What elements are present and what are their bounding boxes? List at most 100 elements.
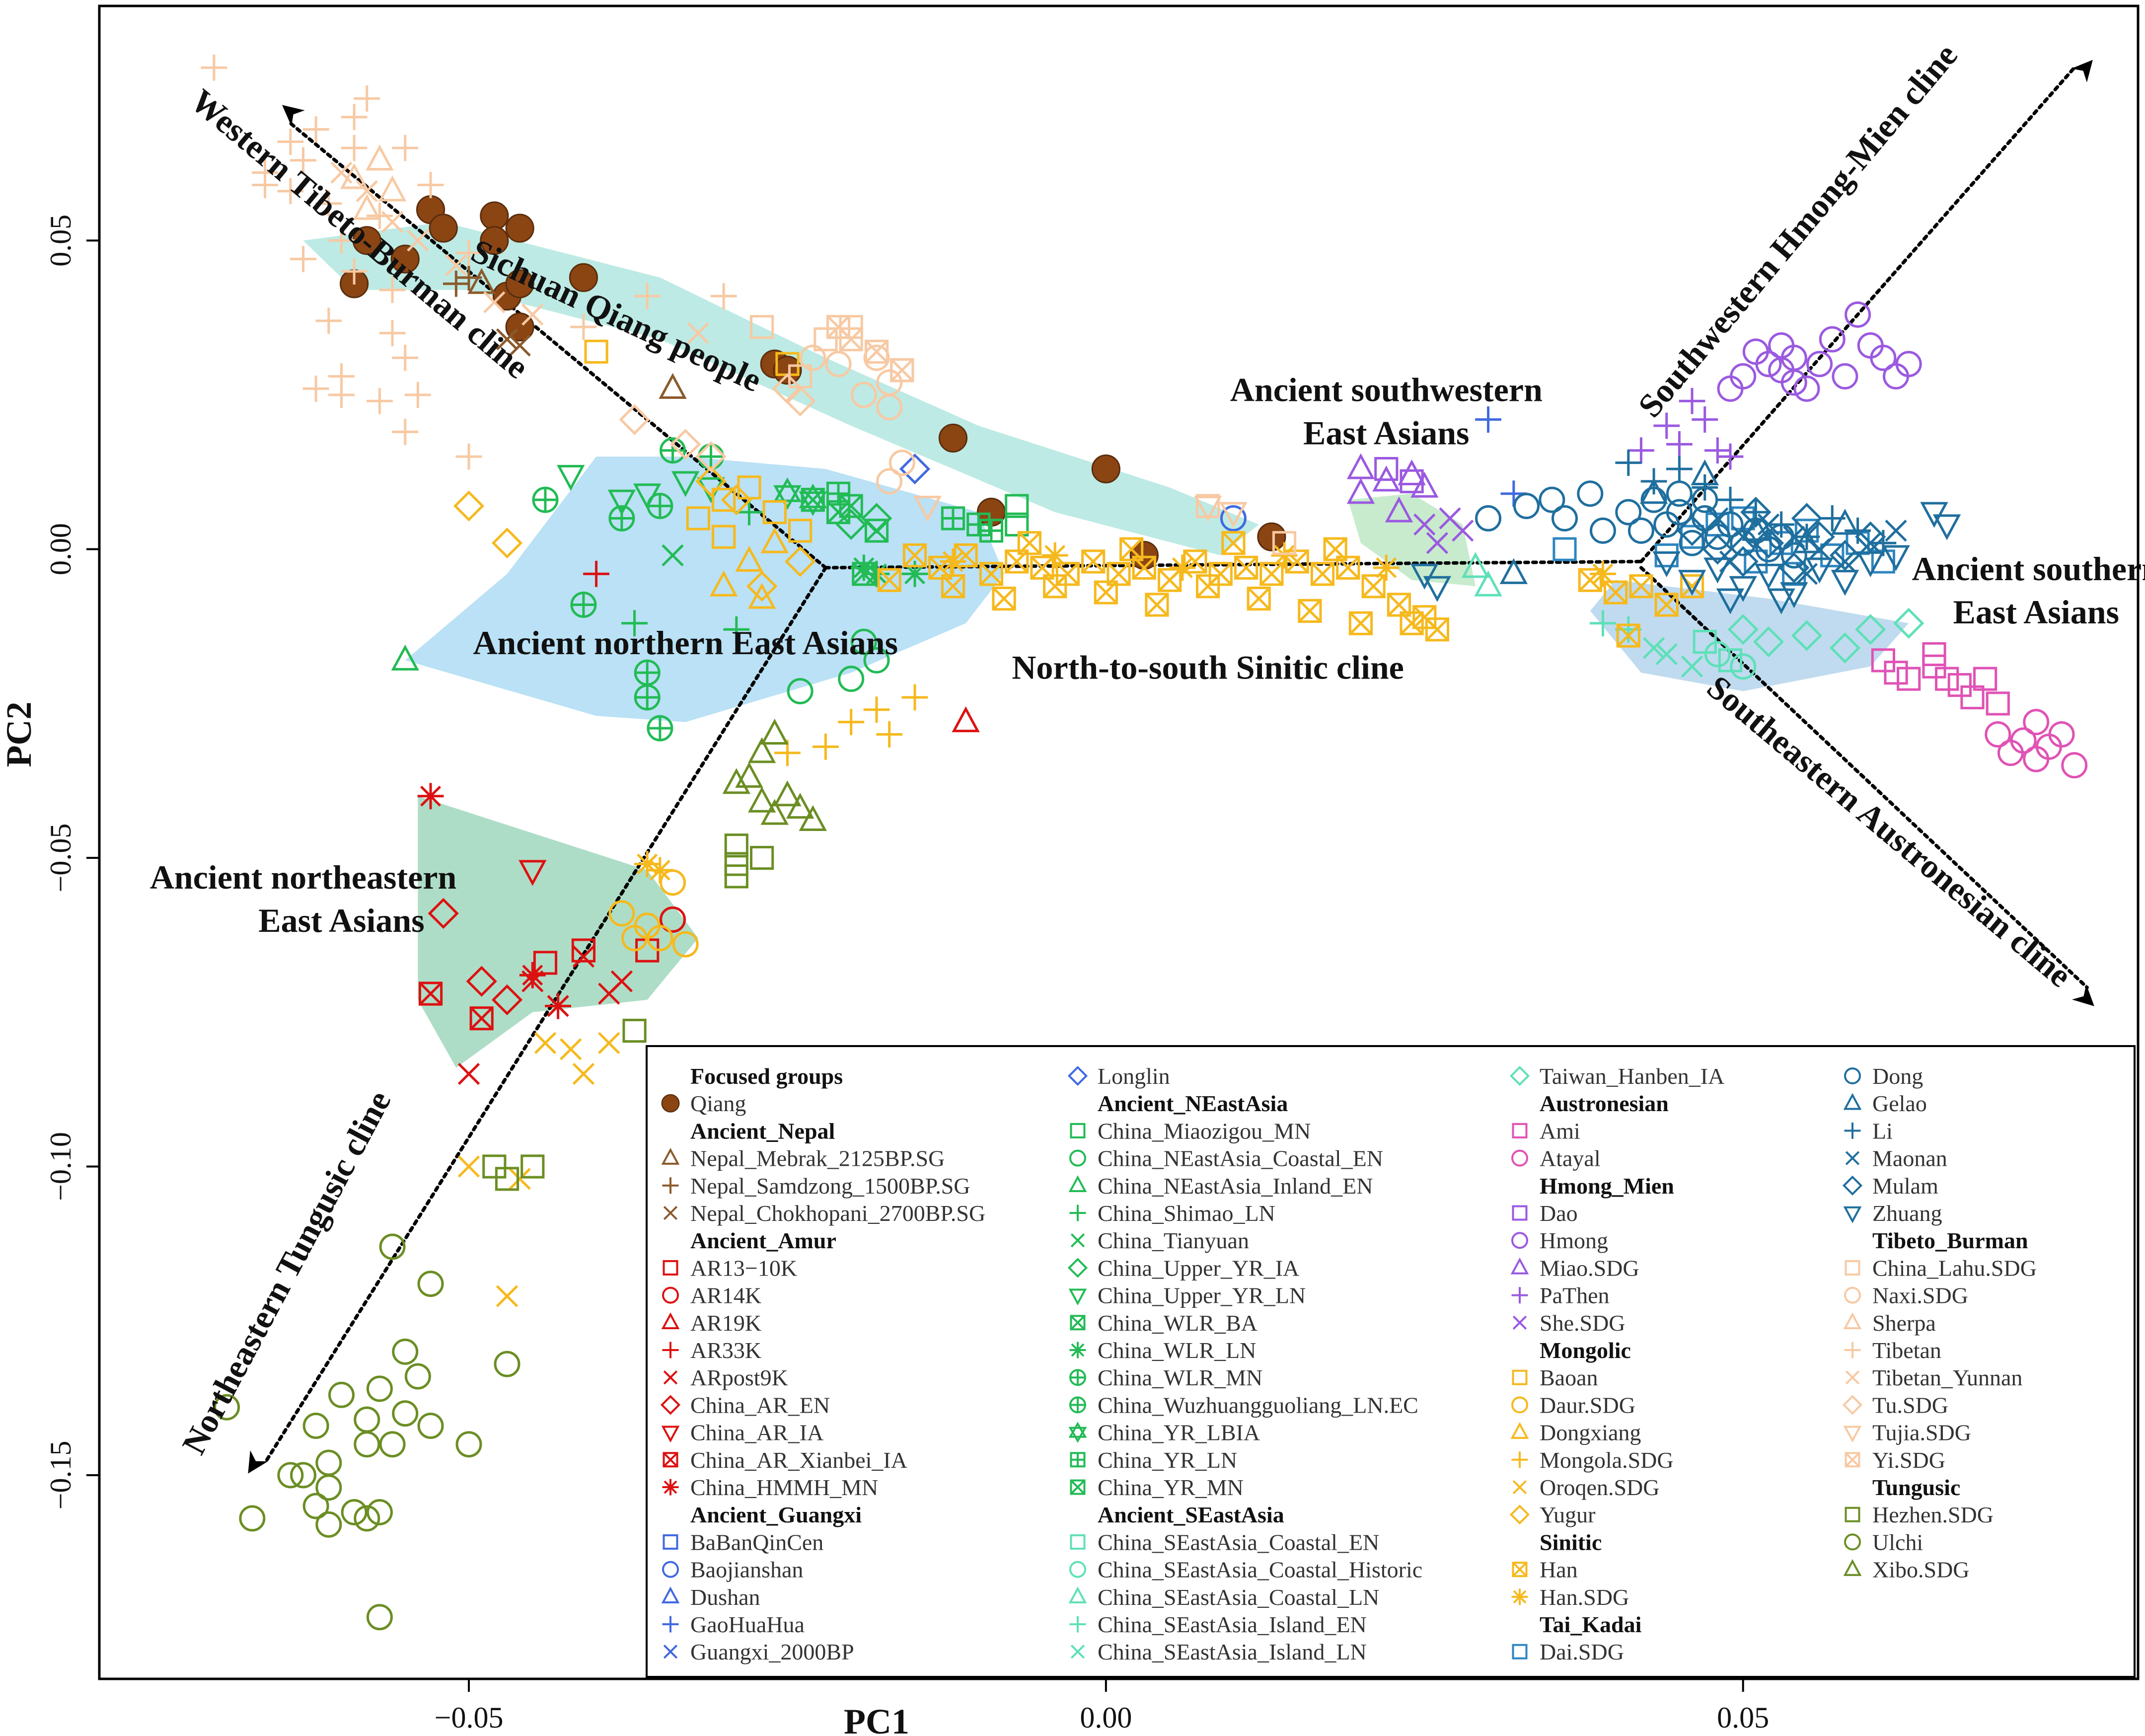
legend-label-tujia-sdg: Tujia.SDG bbox=[1872, 1420, 1971, 1445]
legend-marker-tu-sdg bbox=[1842, 1395, 1863, 1415]
legend-label-ar33k: AR33K bbox=[690, 1338, 761, 1363]
point-li bbox=[1666, 455, 1693, 482]
point-han bbox=[1348, 611, 1373, 635]
point-china-hmmh-mn bbox=[545, 992, 572, 1019]
point-zhuang bbox=[1652, 551, 1681, 578]
point-han bbox=[1310, 562, 1335, 586]
series-china-neastasia-inland-en bbox=[391, 644, 419, 671]
legend-label-ar14k: AR14K bbox=[690, 1283, 761, 1308]
point-han bbox=[1195, 574, 1220, 599]
legend-marker-china-yr-lbia bbox=[1068, 1422, 1087, 1443]
point-dongxiang bbox=[709, 570, 738, 597]
point-li bbox=[1742, 499, 1769, 526]
point-zhuang bbox=[1780, 582, 1808, 608]
series-daur-sdg bbox=[608, 869, 699, 958]
point-tibetan-yunnan bbox=[445, 254, 467, 277]
point-china-seastasia-island-ln bbox=[1681, 655, 1703, 678]
legend-marker-china-seastasia-coastal-ln bbox=[1068, 1586, 1087, 1604]
legend-header-focused-groups: Focused groups bbox=[690, 1063, 843, 1089]
point-mulam bbox=[1727, 546, 1759, 577]
legend-label-ar13-10k: AR13−10K bbox=[690, 1255, 797, 1281]
legend-label-baojianshan: Baojianshan bbox=[690, 1557, 803, 1583]
legend-label-china-miaozigou-mn: China_Miaozigou_MN bbox=[1098, 1118, 1311, 1143]
point-ar19k bbox=[952, 706, 980, 733]
point-han bbox=[1094, 580, 1118, 604]
series-miao-sdg bbox=[1346, 453, 1439, 523]
point-naxi-sdg bbox=[825, 351, 852, 377]
point-ar13-10k bbox=[571, 938, 596, 963]
series-sherpa bbox=[340, 145, 407, 220]
legend-label-qiang: Qiang bbox=[690, 1091, 746, 1116]
point-china-shimao-ln bbox=[736, 499, 762, 526]
point-tu-sdg bbox=[784, 385, 816, 417]
point-hmong bbox=[1780, 369, 1807, 396]
point-china-seastasia-island-en bbox=[1615, 616, 1642, 643]
legend-marker-yugur bbox=[1509, 1505, 1530, 1525]
point-naxi-sdg bbox=[800, 344, 826, 371]
point-ulchi bbox=[315, 1474, 342, 1501]
legend-marker-dai-sdg bbox=[1512, 1644, 1528, 1660]
series-longlin bbox=[899, 453, 931, 485]
series-dongxiang bbox=[709, 527, 789, 609]
cluster-ancient-northern-east-asians bbox=[405, 456, 1004, 722]
legend-marker-mongola-sdg bbox=[1511, 1451, 1528, 1468]
point-dong bbox=[1577, 480, 1604, 507]
point-mongola-sdg bbox=[838, 709, 865, 736]
point-china-wuzhuangguoliang-ln-ec bbox=[647, 493, 673, 520]
legend-marker-china-ar-en bbox=[660, 1395, 681, 1415]
series-nepal-chokhopani-2700bp-sg bbox=[496, 328, 531, 357]
point-atayal bbox=[2023, 709, 2050, 736]
point-china-yr-mn bbox=[801, 488, 825, 512]
legend-marker-atayal bbox=[1511, 1149, 1528, 1167]
legend-label-china-hmmh-mn: China_HMMH_MN bbox=[690, 1475, 878, 1500]
legend-marker-china-yr-mn bbox=[1070, 1479, 1086, 1495]
legend-label-hmong: Hmong bbox=[1540, 1228, 1608, 1253]
legend-marker-china-miaozigou-mn bbox=[1070, 1123, 1086, 1138]
y-tick-label: 0.05 bbox=[44, 215, 77, 267]
point-taiwan-hanben-ia bbox=[1791, 620, 1823, 651]
x-tick-label: 0.00 bbox=[1080, 1701, 1132, 1734]
point-pathen bbox=[1666, 431, 1693, 457]
point-dong bbox=[1551, 505, 1578, 532]
point-mulam bbox=[1753, 528, 1784, 559]
point-mulam bbox=[1778, 552, 1810, 584]
point-china-wlr-ba bbox=[864, 519, 889, 543]
point-ulchi bbox=[392, 1338, 419, 1365]
series-naxi-sdg bbox=[800, 344, 915, 495]
point-mulam bbox=[1829, 539, 1861, 571]
legend-label-ami: Ami bbox=[1540, 1118, 1580, 1143]
point-china-yr-lbia bbox=[773, 477, 802, 510]
legend-header-ancient-amur: Ancient_Amur bbox=[690, 1228, 836, 1253]
legend-label-arpost9k: ARpost9K bbox=[690, 1365, 788, 1390]
legend-marker-china-neastasia-inland-en bbox=[1068, 1175, 1087, 1193]
point-ulchi bbox=[366, 1375, 393, 1402]
legend-label-zhuang: Zhuang bbox=[1872, 1201, 1942, 1226]
point-she-sdg bbox=[1426, 532, 1449, 554]
point-baoan bbox=[686, 506, 710, 530]
point-hmong bbox=[1819, 326, 1846, 353]
legend-header-ancient-neastasia: Ancient_NEastAsia bbox=[1098, 1091, 1288, 1116]
point-oroqen-sdg bbox=[598, 1032, 620, 1055]
point-china-wlr-ln bbox=[863, 560, 890, 587]
legend-header-mongolic: Mongolic bbox=[1540, 1338, 1631, 1363]
legend-marker-tibetan bbox=[1844, 1342, 1861, 1359]
point-arpost9k bbox=[457, 1062, 480, 1085]
point-pathen bbox=[1692, 406, 1718, 433]
point-ami bbox=[1986, 691, 2010, 716]
point-hezhen-sdg bbox=[520, 1154, 545, 1179]
point-taiwan-hanben-ia bbox=[1893, 607, 1924, 639]
legend-marker-china-ar-ia bbox=[661, 1426, 680, 1443]
point-dong bbox=[1513, 493, 1540, 520]
point-dongxiang bbox=[760, 527, 789, 553]
legend-marker-china-tianyuan bbox=[1070, 1233, 1085, 1248]
legend-marker-nepal-chokhopani-2700bp-sg bbox=[663, 1206, 678, 1220]
point-ar13-10k bbox=[533, 951, 558, 975]
point-han bbox=[1323, 537, 1347, 561]
series-china-seastasia-coastal-ln bbox=[1461, 552, 1502, 597]
point-han bbox=[902, 543, 927, 568]
point-zhuang bbox=[1920, 502, 1948, 528]
point-atayal bbox=[2061, 752, 2088, 779]
point-zhuang bbox=[1856, 551, 1885, 578]
point-xibo-sdg bbox=[722, 768, 751, 794]
point-china-wlr-mn bbox=[634, 684, 661, 711]
